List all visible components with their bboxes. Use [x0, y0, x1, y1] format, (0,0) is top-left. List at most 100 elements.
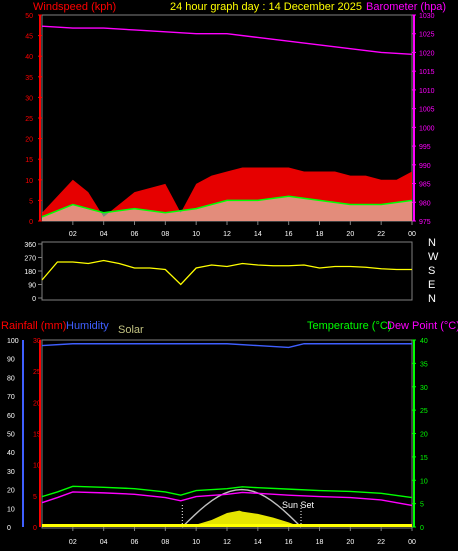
panel1-time-label: 16 — [285, 231, 293, 238]
windspeed-average-area — [42, 196, 412, 221]
humidity-tick-label: 60 — [7, 413, 15, 420]
humidity-line — [41, 343, 412, 349]
windspeed-tick-label: 0 — [29, 219, 33, 226]
panel1-time-label: 06 — [131, 231, 139, 238]
barometer-tick-label: 1000 — [419, 125, 435, 132]
rainfall-tick-label: 0 — [33, 525, 37, 532]
panel3-time-label: 08 — [161, 539, 169, 546]
panel1-time-label: 04 — [100, 231, 108, 238]
direction-tick-label: 90 — [28, 283, 36, 290]
temp-humidity-series — [41, 343, 413, 528]
humidity-axis: 0 10 20 30 40 50 60 70 80 90 100 — [7, 338, 24, 532]
temperature-tick-label: 15 — [420, 455, 428, 462]
wind-direction-series — [41, 259, 412, 286]
temperature-tick-label: 30 — [420, 385, 428, 392]
panel3-time-axis: 02 04 06 08 10 12 14 16 18 20 22 00 — [69, 527, 416, 546]
panel3-time-label: 22 — [377, 539, 385, 546]
panel3-time-label: 02 — [69, 539, 77, 546]
panel3-time-label: 12 — [223, 539, 231, 546]
humidity-tick-label: 10 — [7, 506, 15, 513]
humidity-tick-label: 100 — [7, 338, 19, 345]
panel1-time-label: 12 — [223, 231, 231, 238]
barometer-tick-label: 1030 — [419, 13, 435, 20]
rainfall-label: Rainfall (mm) — [1, 320, 66, 332]
panel1-time-label: 14 — [254, 231, 262, 238]
panel3-time-label: 14 — [254, 539, 262, 546]
windspeed-tick-label: 40 — [25, 54, 33, 61]
temperature-line — [41, 485, 413, 499]
barometer-tick-label: 1005 — [419, 107, 435, 114]
barometer-tick-label: 975 — [419, 219, 431, 226]
barometer-axis: 975 980 985 990 995 1000 1005 1010 1015 1020 1025 1… — [412, 13, 435, 226]
solar-max-curve — [181, 488, 302, 528]
panel3-time-label: 16 — [285, 539, 293, 546]
compass-label: N — [428, 293, 436, 305]
rainfall-tick-label: 15 — [33, 432, 41, 439]
rainfall-tick-label: 10 — [33, 463, 41, 470]
humidity-tick-label: 30 — [7, 469, 15, 476]
graph-title: 24 hour graph day : 14 December 2025 — [170, 1, 362, 13]
panel3-time-label: 10 — [192, 539, 200, 546]
solar-baseline — [42, 524, 412, 527]
panel1-time-label: 20 — [346, 231, 354, 238]
barometer-tick-label: 980 — [419, 200, 431, 207]
solar-label: Solar — [118, 324, 144, 336]
panel2-frame — [41, 241, 413, 301]
windspeed-tick-label: 10 — [25, 178, 33, 185]
humidity-tick-label: 80 — [7, 375, 15, 382]
solar-area — [182, 510, 301, 527]
panel1-time-label: 08 — [161, 231, 169, 238]
rainfall-tick-label: 25 — [33, 369, 41, 376]
temperature-tick-label: 5 — [420, 502, 424, 509]
temperature-tick-label: 20 — [420, 432, 428, 439]
barometer-tick-label: 995 — [419, 144, 431, 151]
windspeed-tick-label: 30 — [25, 95, 33, 102]
wind-barometer-series — [41, 25, 413, 221]
humidity-tick-label: 50 — [7, 432, 15, 439]
windspeed-tick-label: 25 — [25, 116, 33, 123]
barometer-tick-label: 1020 — [419, 50, 435, 57]
panel3-time-label: 04 — [100, 539, 108, 546]
windspeed-tick-label: 45 — [25, 34, 33, 41]
panel3-time-label: 18 — [316, 539, 324, 546]
rainfall-tick-label: 20 — [33, 400, 41, 407]
windspeed-tick-label: 35 — [25, 75, 33, 82]
panel1-time-axis: 02 04 06 08 10 12 14 16 18 20 22 00 — [69, 221, 416, 238]
barometer-tick-label: 1025 — [419, 32, 435, 39]
humidity-tick-label: 0 — [7, 525, 11, 532]
temperature-humidity-panel: Rainfall (mm) Humidity Solar Temperature… — [1, 320, 458, 546]
humidity-label: Humidity — [66, 320, 109, 332]
compass-label: E — [428, 279, 435, 291]
panel3-time-label: 20 — [346, 539, 354, 546]
panel1-time-label: 00 — [408, 231, 416, 238]
panel1-time-label: 02 — [69, 231, 77, 238]
sunset-label: Sun Set — [282, 500, 315, 510]
panel1-time-label: 18 — [316, 231, 324, 238]
wind-barometer-panel: Windspeed (kph) 24 hour graph day : 14 D… — [25, 1, 446, 238]
compass-label: S — [428, 265, 435, 277]
windspeed-label: Windspeed (kph) — [33, 1, 116, 13]
windspeed-tick-label: 50 — [25, 13, 33, 20]
windspeed-tick-label: 15 — [25, 157, 33, 164]
temperature-axis: 0 5 10 15 20 25 30 35 40 — [412, 338, 428, 532]
rainfall-tick-label: 5 — [33, 494, 37, 501]
barometer-tick-label: 985 — [419, 182, 431, 189]
humidity-tick-label: 20 — [7, 488, 15, 495]
barometer-tick-label: 1010 — [419, 88, 435, 95]
panel3-frame — [41, 339, 413, 529]
panel3-time-label: 06 — [131, 539, 139, 546]
windspeed-tick-label: 20 — [25, 137, 33, 144]
windspeed-axis: 0 5 10 15 20 25 30 35 40 45 50 — [25, 13, 42, 226]
barometer-line — [41, 25, 413, 56]
direction-tick-label: 180 — [24, 269, 36, 276]
temperature-tick-label: 0 — [420, 525, 424, 532]
panel1-time-label: 22 — [377, 231, 385, 238]
wind-direction-line — [41, 259, 412, 286]
humidity-tick-label: 40 — [7, 450, 15, 457]
humidity-tick-label: 90 — [7, 357, 15, 364]
dewpoint-line — [41, 491, 413, 507]
rainfall-tick-label: 30 — [33, 338, 41, 345]
